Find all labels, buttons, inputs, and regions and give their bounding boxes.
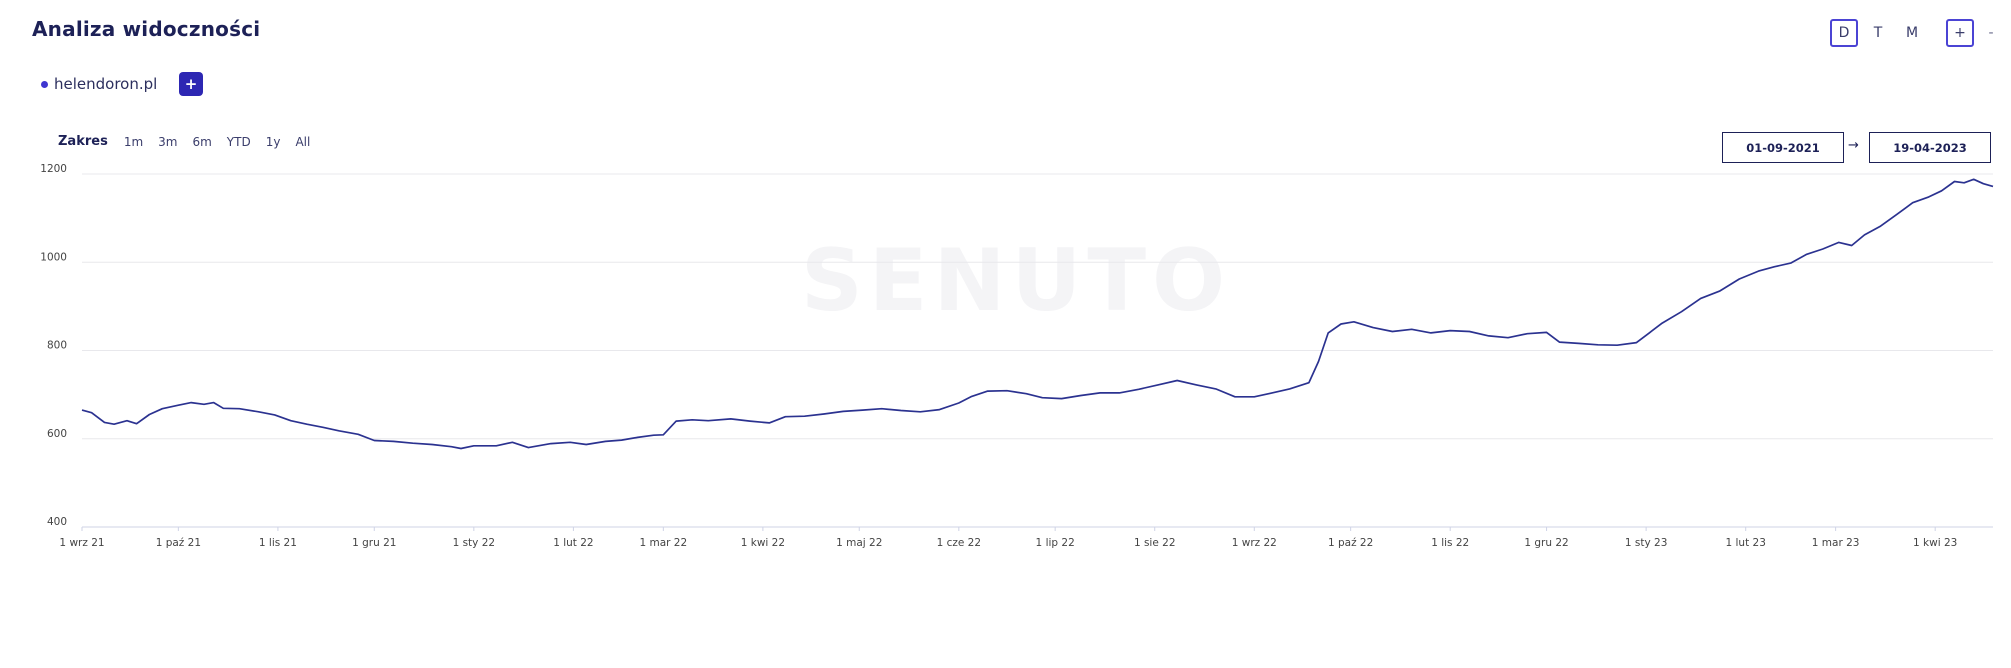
granularity-week-button[interactable]: T: [1873, 25, 1883, 41]
x-tick-label: 1 sty 22: [453, 537, 496, 549]
x-tick-label: 1 kwi 22: [741, 537, 785, 549]
x-tick-label: 1 lis 21: [259, 537, 297, 549]
chart-watermark: SENUTO: [801, 231, 1231, 331]
x-tick-label: 1 paź 22: [1328, 537, 1373, 549]
granularity-day-button[interactable]: D: [1830, 19, 1858, 47]
range-button-3m[interactable]: 3m: [158, 134, 178, 149]
x-tick-label: 1 mar 22: [639, 537, 687, 549]
range-button-all[interactable]: All: [295, 134, 311, 149]
zoom-in-button[interactable]: +: [1946, 19, 1974, 47]
date-to-input[interactable]: 19-04-2023: [1869, 132, 1991, 163]
add-domain-button[interactable]: +: [179, 72, 203, 96]
domain-color-dot: [41, 80, 48, 88]
domain-legend-item[interactable]: helendoron.pl: [41, 75, 157, 93]
series-line-helendoron: [81, 178, 1994, 450]
chart-grid: [82, 173, 1993, 528]
y-axis: 400 600 800 1000 1200: [40, 163, 67, 528]
x-tick-label: 1 lip 22: [1036, 537, 1075, 549]
x-tick-label: 1 lis 22: [1431, 537, 1469, 549]
y-tick-label: 1200: [40, 163, 67, 175]
range-button-ytd[interactable]: YTD: [226, 134, 251, 149]
range-selector: Zakres 1m 3m 6m YTD 1y All: [58, 134, 325, 149]
x-tick-label: 1 maj 22: [836, 537, 882, 549]
x-tick-label: 1 wrz 21: [59, 537, 104, 549]
granularity-switch: D T M: [1830, 19, 1926, 47]
y-tick-label: 400: [47, 516, 67, 528]
range-button-1m[interactable]: 1m: [123, 134, 144, 149]
range-label: Zakres: [58, 134, 108, 149]
x-tick-label: 1 gru 21: [352, 537, 396, 549]
x-tick-label: 1 gru 22: [1524, 537, 1568, 549]
zoom-controls: + -: [1946, 19, 1998, 47]
zoom-out-button[interactable]: -: [1988, 25, 1994, 41]
x-tick-label: 1 cze 22: [937, 537, 981, 549]
domain-label: helendoron.pl: [54, 75, 158, 93]
date-range-separator: →: [1848, 138, 1859, 153]
x-tick-label: 1 sie 22: [1134, 537, 1176, 549]
x-tick-label: 1 wrz 22: [1232, 537, 1277, 549]
x-tick-label: 1 paź 21: [156, 537, 201, 549]
date-from-input[interactable]: 01-09-2021: [1722, 132, 1844, 163]
y-tick-label: 800: [47, 340, 67, 352]
granularity-month-button[interactable]: M: [1905, 25, 1919, 41]
x-tick-label: 1 mar 23: [1812, 537, 1860, 549]
range-button-6m[interactable]: 6m: [192, 134, 212, 149]
y-tick-label: 600: [47, 428, 67, 440]
x-tick-label: 1 lut 22: [553, 537, 593, 549]
x-tick-label: 1 lut 23: [1725, 537, 1765, 549]
page-title: Analiza widoczności: [32, 17, 261, 41]
y-tick-label: 1000: [40, 251, 67, 263]
range-button-1y[interactable]: 1y: [265, 134, 281, 149]
x-tick-label: 1 kwi 23: [1913, 537, 1957, 549]
x-tick-label: 1 sty 23: [1625, 537, 1668, 549]
x-axis: 1 wrz 21 1 paź 21 1 lis 21 1 gru 21 1 sty 22…: [59, 527, 1957, 549]
